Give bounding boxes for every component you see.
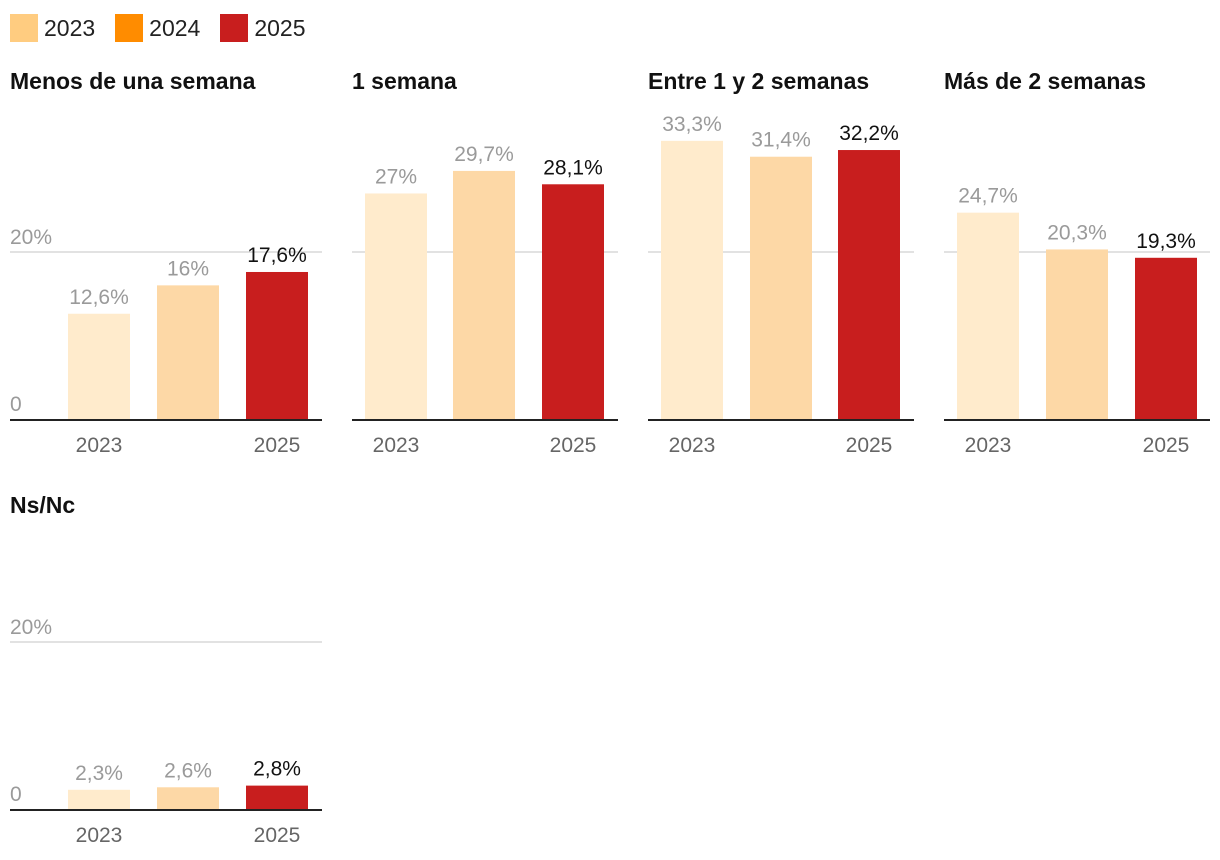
bar-2025 bbox=[246, 785, 308, 809]
y-tick-label: 0 bbox=[10, 783, 22, 806]
y-tick-label: 20% bbox=[10, 226, 52, 249]
x-tick-label-2025: 2025 bbox=[254, 434, 301, 457]
chart-title: Menos de una semana bbox=[10, 68, 256, 94]
legend-swatch-2023 bbox=[10, 14, 38, 42]
x-tick-label-2023: 2023 bbox=[669, 434, 716, 457]
y-tick-label: 20% bbox=[10, 616, 52, 639]
value-label-2024: 2,6% bbox=[164, 759, 212, 782]
chart-1-semana: 1 semana 27% 2023 29,7% 28,1% 2025 bbox=[352, 68, 618, 458]
chart-plot: 0 20% 12,6% 2023 16% 17,6% 2025 bbox=[10, 226, 322, 457]
bar-2023 bbox=[365, 193, 427, 419]
bar-2025 bbox=[542, 184, 604, 419]
chart-plot: 27% 2023 29,7% 28,1% 2025 bbox=[352, 143, 618, 457]
chart-plot: 0 20% 2,3% 2023 2,6% 2,8% 2025 bbox=[10, 616, 322, 847]
legend-swatch-2024 bbox=[115, 14, 144, 42]
bar-2023 bbox=[68, 313, 130, 419]
bar-2023 bbox=[661, 140, 723, 420]
bar-2024 bbox=[750, 156, 812, 419]
bar-2025 bbox=[246, 271, 308, 419]
bar-2024 bbox=[157, 787, 219, 809]
chart-title: 1 semana bbox=[352, 68, 457, 94]
x-tick-label-2025: 2025 bbox=[254, 824, 301, 847]
chart-ns-nc: Ns/Nc 0 20% 2,3% 2023 2,6% 2,8% 2025 bbox=[10, 492, 322, 852]
x-tick-label-2025: 2025 bbox=[846, 434, 893, 457]
legend-swatch-2025 bbox=[220, 14, 249, 42]
legend-item-2023: 2023 bbox=[10, 14, 95, 42]
chart-entre-1-y-2-semanas: Entre 1 y 2 semanas 33,3% 2023 31,4% 32,2% 2… bbox=[648, 68, 914, 458]
value-label-2023: 12,6% bbox=[69, 286, 129, 309]
legend-item-2024: 2024 bbox=[115, 14, 200, 42]
value-label-2024: 16% bbox=[167, 257, 209, 280]
chart-title: Entre 1 y 2 semanas bbox=[648, 68, 870, 94]
x-tick-label-2025: 2025 bbox=[1143, 434, 1190, 457]
value-label-2023: 24,7% bbox=[958, 185, 1018, 208]
y-tick-label: 0 bbox=[10, 393, 22, 416]
bar-2025 bbox=[1135, 257, 1197, 419]
chart-title: Ns/Nc bbox=[10, 492, 76, 518]
legend-item-2025: 2025 bbox=[220, 14, 306, 42]
x-tick-label-2023: 2023 bbox=[965, 434, 1012, 457]
bar-2024 bbox=[453, 170, 515, 419]
chart-menos-de-una-semana: Menos de una semana 0 20% 12,6% 2023 16% 17,6… bbox=[10, 68, 322, 458]
bar-2023 bbox=[68, 789, 130, 809]
value-label-2023: 33,3% bbox=[662, 113, 722, 136]
value-label-2024: 31,4% bbox=[751, 129, 811, 152]
value-label-2025: 2,8% bbox=[253, 758, 301, 781]
bar-2023 bbox=[957, 212, 1019, 419]
legend: 2023 2024 2025 bbox=[10, 13, 326, 43]
bar-2024 bbox=[157, 285, 219, 419]
value-label-2023: 2,3% bbox=[75, 762, 123, 785]
value-label-2024: 20,3% bbox=[1047, 221, 1107, 244]
x-tick-label-2023: 2023 bbox=[76, 824, 123, 847]
value-label-2025: 17,6% bbox=[247, 244, 307, 267]
chart-title: Más de 2 semanas bbox=[944, 68, 1147, 94]
legend-label-2024: 2024 bbox=[149, 14, 201, 41]
legend-label-2025: 2025 bbox=[254, 14, 306, 41]
chart-plot: 33,3% 2023 31,4% 32,2% 2025 bbox=[648, 113, 914, 457]
value-label-2025: 19,3% bbox=[1136, 230, 1196, 253]
value-label-2023: 27% bbox=[375, 165, 417, 188]
x-tick-label-2023: 2023 bbox=[76, 434, 123, 457]
bar-2024 bbox=[1046, 249, 1108, 419]
chart-plot: 24,7% 2023 20,3% 19,3% 2025 bbox=[944, 185, 1210, 457]
value-label-2025: 28,1% bbox=[543, 156, 603, 179]
value-label-2024: 29,7% bbox=[454, 143, 514, 166]
x-tick-label-2025: 2025 bbox=[550, 434, 597, 457]
bar-2025 bbox=[838, 150, 900, 420]
legend-label-2023: 2023 bbox=[44, 14, 96, 41]
x-tick-label-2023: 2023 bbox=[373, 434, 420, 457]
value-label-2025: 32,2% bbox=[839, 122, 899, 145]
chart-mas-de-2-semanas: Más de 2 semanas 24,7% 2023 20,3% 19,3% 2025 bbox=[944, 68, 1210, 458]
